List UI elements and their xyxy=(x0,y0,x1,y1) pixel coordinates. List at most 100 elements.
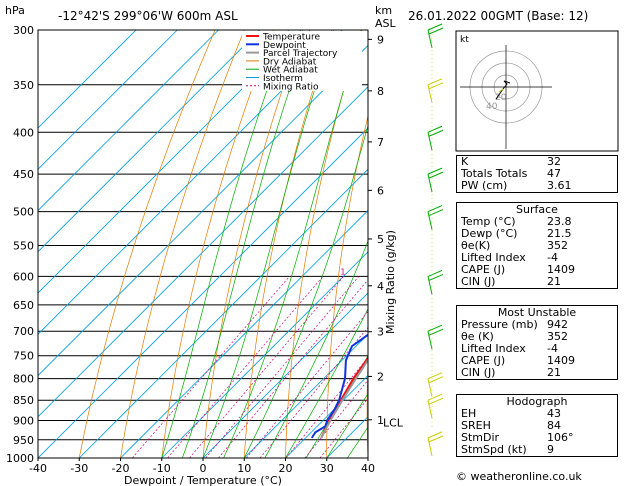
pressure-tick-label: 550 xyxy=(13,239,34,252)
isotherm-line xyxy=(38,30,343,335)
series-line-parcel-trajectory xyxy=(320,358,368,439)
series-line-dewpoint xyxy=(310,333,368,439)
wind-barb-staff xyxy=(427,211,433,230)
legend-entry: Dewpoint xyxy=(263,41,306,51)
wet-adiabat-line xyxy=(202,30,335,458)
hodograph-index-row: SREH 84 xyxy=(457,420,617,432)
unstable-index-label: Lifted Index xyxy=(461,342,526,355)
surface-index-value: -4 xyxy=(547,251,558,264)
isotherm-line xyxy=(38,127,368,458)
dry-adiabat-line xyxy=(243,30,333,458)
wind-barb xyxy=(427,324,444,350)
surface-index-row: θe(K) 352 xyxy=(457,240,617,252)
location-title: -12°42'S 299°06'W 600m ASL xyxy=(58,9,238,23)
pressure-tick-label: 600 xyxy=(13,270,34,283)
x-tick-label: 0 xyxy=(200,462,207,475)
hodograph-index-value: 84 xyxy=(547,419,561,432)
x-tick-label: -30 xyxy=(70,462,88,475)
wind-barb-staff xyxy=(427,437,433,456)
isotherm-line xyxy=(38,30,178,170)
dry-adiabat-line xyxy=(120,30,245,458)
unstable-index-value: 1409 xyxy=(547,354,575,367)
km-tick-label: 4 xyxy=(377,280,384,293)
unstable-index-label: Pressure (mb) xyxy=(461,318,538,331)
legend-entry: Temperature xyxy=(262,33,320,43)
hodograph-trace xyxy=(495,80,511,100)
hodograph-index-row: StmSpd (kt) 9 xyxy=(457,444,617,456)
unstable-index-label: CIN (J) xyxy=(461,366,496,379)
wind-barb-flag xyxy=(428,273,444,281)
km-tick-label: 2 xyxy=(377,370,384,383)
mixing-ratio-line xyxy=(205,276,360,458)
left-axis-label: hPa xyxy=(5,4,25,17)
surface-index-label: Temp (°C) xyxy=(461,215,516,228)
wind-barb-flag xyxy=(427,78,443,86)
unstable-index-row: Pressure (mb) 942 xyxy=(457,319,617,331)
indices-unstable-box: Most Unstable Pressure (mb) 942 θe (K) 352 L… xyxy=(456,305,618,380)
wind-barb-flag xyxy=(428,328,444,336)
km-tick-label: 1 xyxy=(377,414,384,427)
legend-entry: Wet Adiabat xyxy=(263,66,318,76)
wind-barb-flag xyxy=(427,324,443,332)
hodograph-index-label: EH xyxy=(461,407,477,420)
pressure-tick-label: 800 xyxy=(13,373,34,386)
surface-index-label: Dewp (°C) xyxy=(461,227,518,240)
wind-barb xyxy=(427,431,444,456)
mixing-ratio-label: 8 xyxy=(448,267,453,276)
wind-barb-flag xyxy=(428,171,444,179)
hodograph-index-value: 9 xyxy=(547,443,554,456)
surface-title: Surface xyxy=(516,203,558,216)
general-index-row: PW (cm) 3.61 xyxy=(457,180,617,192)
surface-index-label: CIN (J) xyxy=(461,275,496,288)
legend-entry: Isotherm xyxy=(263,74,303,84)
wind-barb-flag xyxy=(427,167,443,175)
dry-adiabat-line xyxy=(161,30,274,458)
x-tick-label: 30 xyxy=(320,462,334,475)
x-tick-label: 20 xyxy=(279,462,293,475)
unstable-title: Most Unstable xyxy=(497,306,577,319)
wind-barb-flag xyxy=(427,431,443,439)
hodograph-index-value: 43 xyxy=(547,407,561,420)
x-tick-label: -10 xyxy=(153,462,171,475)
mixing-ratio-label: 1 xyxy=(340,267,345,276)
unstable-index-row: Lifted Index -4 xyxy=(457,343,617,355)
wind-barb-staff xyxy=(427,84,433,103)
pressure-tick-label: 850 xyxy=(13,394,34,407)
general-index-label: K xyxy=(461,155,469,168)
hodograph-index-value: 106° xyxy=(547,431,574,444)
surface-index-label: Lifted Index xyxy=(461,251,526,264)
hodograph-index-label: StmSpd (kt) xyxy=(461,443,527,456)
series-line-temperature xyxy=(320,356,368,439)
km-tick-label: 8 xyxy=(377,85,384,98)
km-tick-label: 6 xyxy=(377,184,384,197)
wind-barb-staff xyxy=(427,276,433,295)
surface-index-value: 21.5 xyxy=(547,227,572,240)
wind-barb-flag xyxy=(428,435,444,443)
isotherm-line xyxy=(38,44,368,377)
general-index-row: K 32 xyxy=(457,156,617,168)
surface-index-value: 1409 xyxy=(547,263,575,276)
wind-barb-staff xyxy=(427,174,433,193)
pressure-tick-label: 350 xyxy=(13,79,34,92)
dry-adiabat-line xyxy=(618,30,629,458)
wind-barb-flag xyxy=(427,125,443,133)
mixing-ratio-line xyxy=(167,276,324,458)
wind-barb-staff xyxy=(427,378,433,397)
hodograph-ring-label: 20 xyxy=(495,93,507,103)
wet-adiabat-line xyxy=(182,30,311,458)
wind-barb xyxy=(427,269,444,295)
wind-barb-flag xyxy=(427,372,443,380)
mixing-ratio-line xyxy=(132,276,290,458)
wind-barb-flag xyxy=(428,82,444,90)
wind-barb-flag xyxy=(428,129,444,137)
isotherm-line xyxy=(38,30,261,253)
hodograph-index-label: StmDir xyxy=(461,431,500,444)
isotherm-line xyxy=(120,209,368,458)
unstable-index-label: CAPE (J) xyxy=(461,354,506,367)
pressure-tick-label: 300 xyxy=(13,24,34,37)
hodograph-ring-label: 40 xyxy=(486,102,498,112)
general-index-value: 32 xyxy=(547,155,561,168)
pressure-tick-label: 650 xyxy=(13,299,34,312)
unstable-index-value: 21 xyxy=(547,366,561,379)
